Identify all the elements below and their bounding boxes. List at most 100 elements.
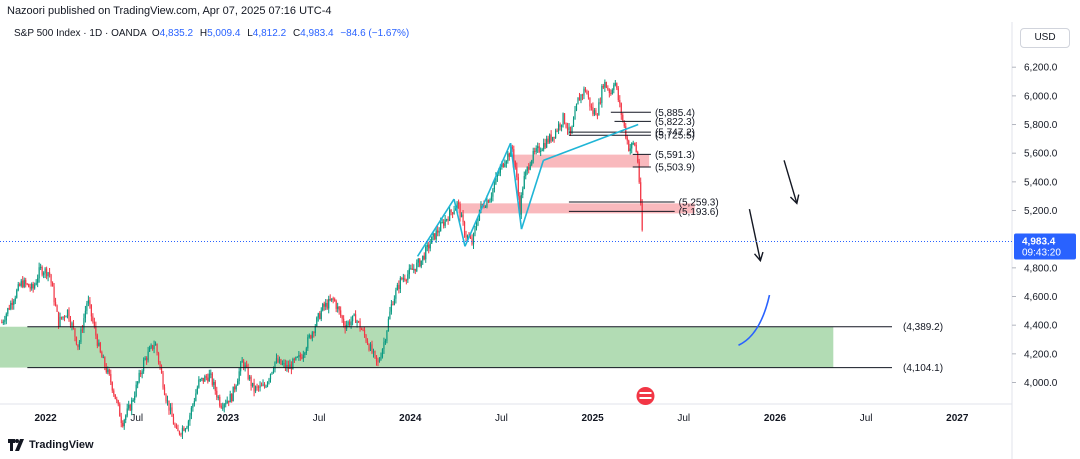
candle-body <box>83 318 85 330</box>
candle-body <box>447 219 449 221</box>
tradingview-logo-icon <box>8 439 24 451</box>
candle-body <box>10 302 12 310</box>
candle-body <box>565 123 567 128</box>
wave-line-3 <box>509 143 523 230</box>
x-tick-label-2: 2023 <box>217 413 240 424</box>
resistance-label-6: (5,259.3) <box>679 198 719 209</box>
publisher-header: Nazoori published on TradingView.com, Ap… <box>0 0 1080 22</box>
candle-body <box>231 394 233 402</box>
candle-body <box>208 373 210 382</box>
y-tick-label-3: 4,600.0 <box>1024 292 1058 303</box>
candle-body <box>343 318 345 325</box>
candle-body <box>262 384 264 386</box>
candle-body <box>641 203 643 231</box>
candle-body <box>574 110 576 120</box>
candle-body <box>290 364 293 370</box>
candle-body <box>450 209 452 213</box>
candle-body <box>547 138 549 143</box>
support-label-0: (4,389.2) <box>903 322 943 333</box>
x-tick-label-9: Jul <box>860 413 873 424</box>
candle-body <box>228 400 230 403</box>
candle-body <box>522 188 524 195</box>
candle-body <box>369 344 372 351</box>
y-tick-label-10: 6,200.0 <box>1024 63 1058 74</box>
candle-body <box>405 280 407 282</box>
candle-body <box>37 278 39 283</box>
candle-body <box>89 300 91 305</box>
candle-body <box>610 92 612 94</box>
candle-body <box>599 102 601 104</box>
symbol-title[interactable]: S&P 500 Index · 1D · OANDA <box>14 28 147 39</box>
candle-body <box>550 134 552 141</box>
candle-body <box>483 204 485 208</box>
candle-body <box>366 341 369 345</box>
candle-body <box>501 163 503 168</box>
candle-body <box>190 407 192 416</box>
candle-body <box>513 149 515 161</box>
candle-body <box>528 167 530 170</box>
candle-body <box>259 385 261 388</box>
candle-body <box>434 233 436 240</box>
tradingview-footer: TradingView <box>8 437 94 453</box>
x-tick-label-5: Jul <box>495 413 508 424</box>
candle-body <box>471 238 473 245</box>
candle-body <box>98 342 100 346</box>
currency-button[interactable]: USD <box>1020 28 1070 48</box>
candle-body <box>637 152 639 162</box>
resistance-label-0: (5,885.4) <box>655 108 695 119</box>
candle-body <box>32 284 34 289</box>
candle-body <box>634 143 636 145</box>
candle-body <box>41 266 43 275</box>
candle-body <box>337 306 339 309</box>
candle-body <box>2 321 4 323</box>
candle-body <box>249 376 251 379</box>
candle-body <box>69 319 72 326</box>
candle-body <box>593 110 596 115</box>
candle-body <box>572 119 575 127</box>
candle-body <box>502 163 504 167</box>
candle-body <box>555 130 557 138</box>
candle-body <box>540 150 542 152</box>
candle-body <box>116 399 118 401</box>
candle-body <box>617 88 619 101</box>
candle-body <box>31 284 33 289</box>
candle-body <box>365 335 367 342</box>
candle-body <box>301 357 303 359</box>
wave-line-4 <box>520 160 545 230</box>
candle-body <box>1 322 3 324</box>
candle-body <box>253 382 255 392</box>
candle-body <box>583 88 585 96</box>
candle-body <box>393 298 395 305</box>
candle-body <box>87 300 89 304</box>
candle-body <box>498 172 500 175</box>
candle-body <box>541 149 543 151</box>
candle-body <box>460 214 463 218</box>
candle-body <box>351 315 354 322</box>
candle-body <box>199 379 201 381</box>
candle-body <box>453 210 455 214</box>
candle-body <box>390 304 393 312</box>
candle-body <box>437 230 439 233</box>
candle-body <box>514 160 516 168</box>
projection-curve <box>738 294 771 346</box>
economic-event-flag-icon[interactable] <box>636 387 655 405</box>
candle-body <box>23 279 25 287</box>
candle-body <box>274 361 276 370</box>
x-tick-label-1: Jul <box>130 413 143 424</box>
candle-body <box>325 302 327 307</box>
candle-body <box>150 345 152 348</box>
candle-body <box>595 110 597 116</box>
candle-body <box>440 222 442 232</box>
candle-body <box>214 381 216 391</box>
candle-body <box>77 344 79 348</box>
candle-body <box>477 220 479 225</box>
candle-body <box>196 387 198 394</box>
last-price-badge <box>1014 233 1076 260</box>
candle-body <box>384 340 387 343</box>
candle-body <box>459 203 461 218</box>
candle-body <box>499 167 501 173</box>
resistance-label-3: (5,725.5) <box>655 131 695 142</box>
candle-body <box>238 371 240 381</box>
candle-body <box>313 332 315 334</box>
